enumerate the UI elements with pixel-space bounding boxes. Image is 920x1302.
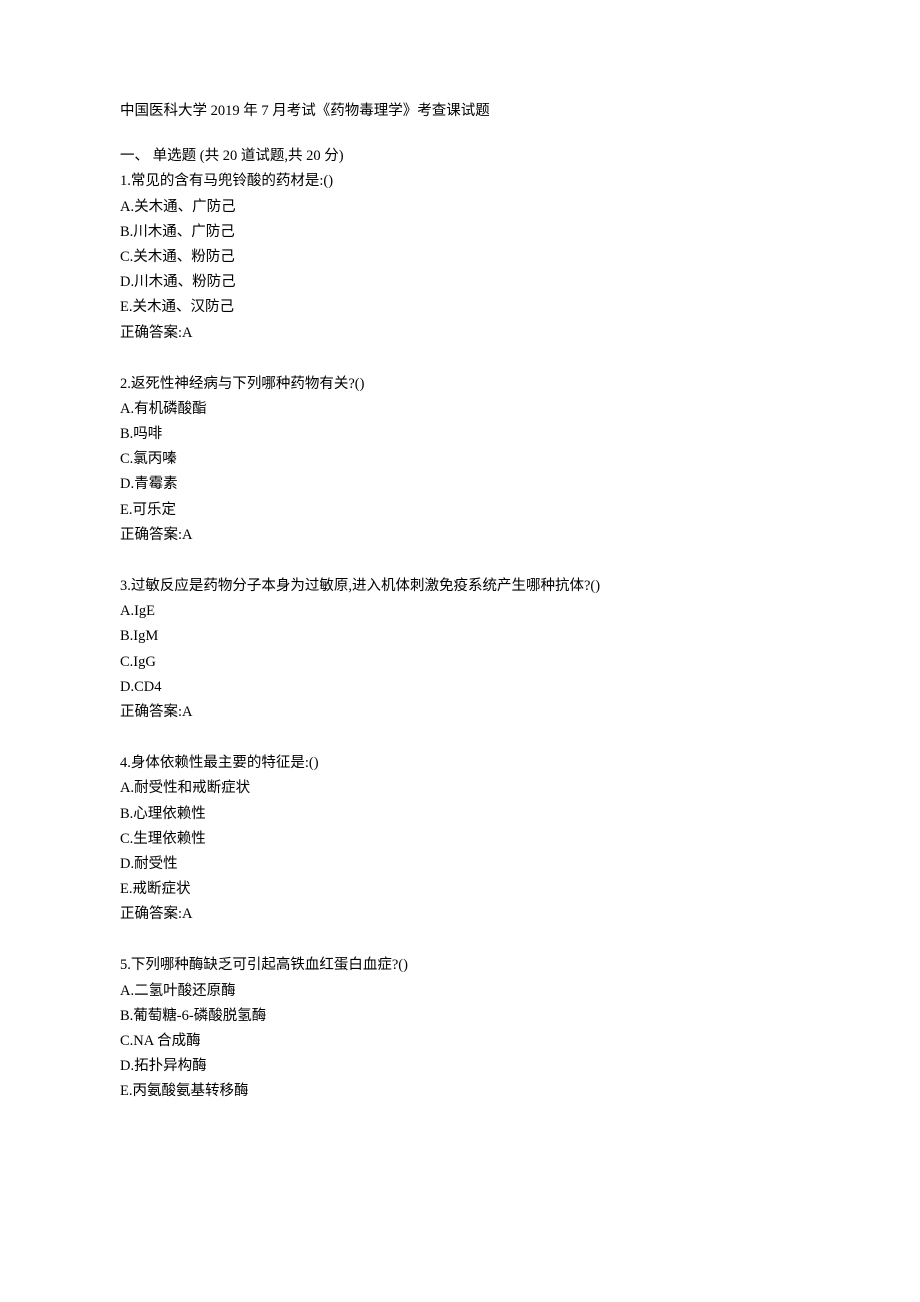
question-answer: 正确答案:A bbox=[120, 322, 800, 345]
question-option: D.川木通、粉防己 bbox=[120, 271, 800, 294]
question-block: 3.过敏反应是药物分子本身为过敏原,进入机体刺激免疫系统产生哪种抗体?()A.I… bbox=[120, 575, 800, 724]
document-content: 一、 单选题 (共 20 道试题,共 20 分)1.常见的含有马兜铃酸的药材是:… bbox=[120, 145, 800, 1103]
question-option: A.二氢叶酸还原酶 bbox=[120, 980, 800, 1003]
question-option: D.青霉素 bbox=[120, 473, 800, 496]
question-block: 2.返死性神经病与下列哪种药物有关?()A.有机磷酸酯B.吗啡C.氯丙嗪D.青霉… bbox=[120, 373, 800, 547]
question-option: B.心理依赖性 bbox=[120, 803, 800, 826]
question-option: E.可乐定 bbox=[120, 499, 800, 522]
question-option: B.IgM bbox=[120, 625, 800, 648]
question-option: E.丙氨酸氨基转移酶 bbox=[120, 1080, 800, 1103]
document-title: 中国医科大学 2019 年 7 月考试《药物毒理学》考查课试题 bbox=[120, 100, 800, 123]
question-option: C.IgG bbox=[120, 651, 800, 674]
question-option: A.有机磷酸酯 bbox=[120, 398, 800, 421]
question-answer: 正确答案:A bbox=[120, 701, 800, 724]
question-option: E.戒断症状 bbox=[120, 878, 800, 901]
question-option: D.耐受性 bbox=[120, 853, 800, 876]
question-block: 5.下列哪种酶缺乏可引起高铁血红蛋白血症?() A.二氢叶酸还原酶B.葡萄糖-6-… bbox=[120, 954, 800, 1103]
question-text: 2.返死性神经病与下列哪种药物有关?() bbox=[120, 373, 800, 396]
question-option: C.关木通、粉防己 bbox=[120, 246, 800, 269]
question-option: C.生理依赖性 bbox=[120, 828, 800, 851]
question-block: 1.常见的含有马兜铃酸的药材是:() A.关木通、广防己B.川木通、广防己C.关木… bbox=[120, 170, 800, 344]
question-text: 5.下列哪种酶缺乏可引起高铁血红蛋白血症?() bbox=[120, 954, 800, 977]
question-answer: 正确答案:A bbox=[120, 524, 800, 547]
question-text: 1.常见的含有马兜铃酸的药材是:() bbox=[120, 170, 800, 193]
section-header: 一、 单选题 (共 20 道试题,共 20 分) bbox=[120, 145, 800, 168]
question-option: D.拓扑异构酶 bbox=[120, 1055, 800, 1078]
question-option: B.葡萄糖-6-磷酸脱氢酶 bbox=[120, 1005, 800, 1028]
question-option: B.川木通、广防己 bbox=[120, 221, 800, 244]
question-option: C.氯丙嗪 bbox=[120, 448, 800, 471]
question-text: 3.过敏反应是药物分子本身为过敏原,进入机体刺激免疫系统产生哪种抗体?() bbox=[120, 575, 800, 598]
question-option: C.NA 合成酶 bbox=[120, 1030, 800, 1053]
question-answer: 正确答案:A bbox=[120, 903, 800, 926]
question-option: E.关木通、汉防己 bbox=[120, 296, 800, 319]
question-option: D.CD4 bbox=[120, 676, 800, 699]
question-option: A.IgE bbox=[120, 600, 800, 623]
question-block: 4.身体依赖性最主要的特征是:()A.耐受性和戒断症状 B.心理依赖性C.生理依赖… bbox=[120, 752, 800, 926]
question-option: A.耐受性和戒断症状 bbox=[120, 777, 800, 800]
question-option: A.关木通、广防己 bbox=[120, 196, 800, 219]
question-option: B.吗啡 bbox=[120, 423, 800, 446]
question-text: 4.身体依赖性最主要的特征是:() bbox=[120, 752, 800, 775]
